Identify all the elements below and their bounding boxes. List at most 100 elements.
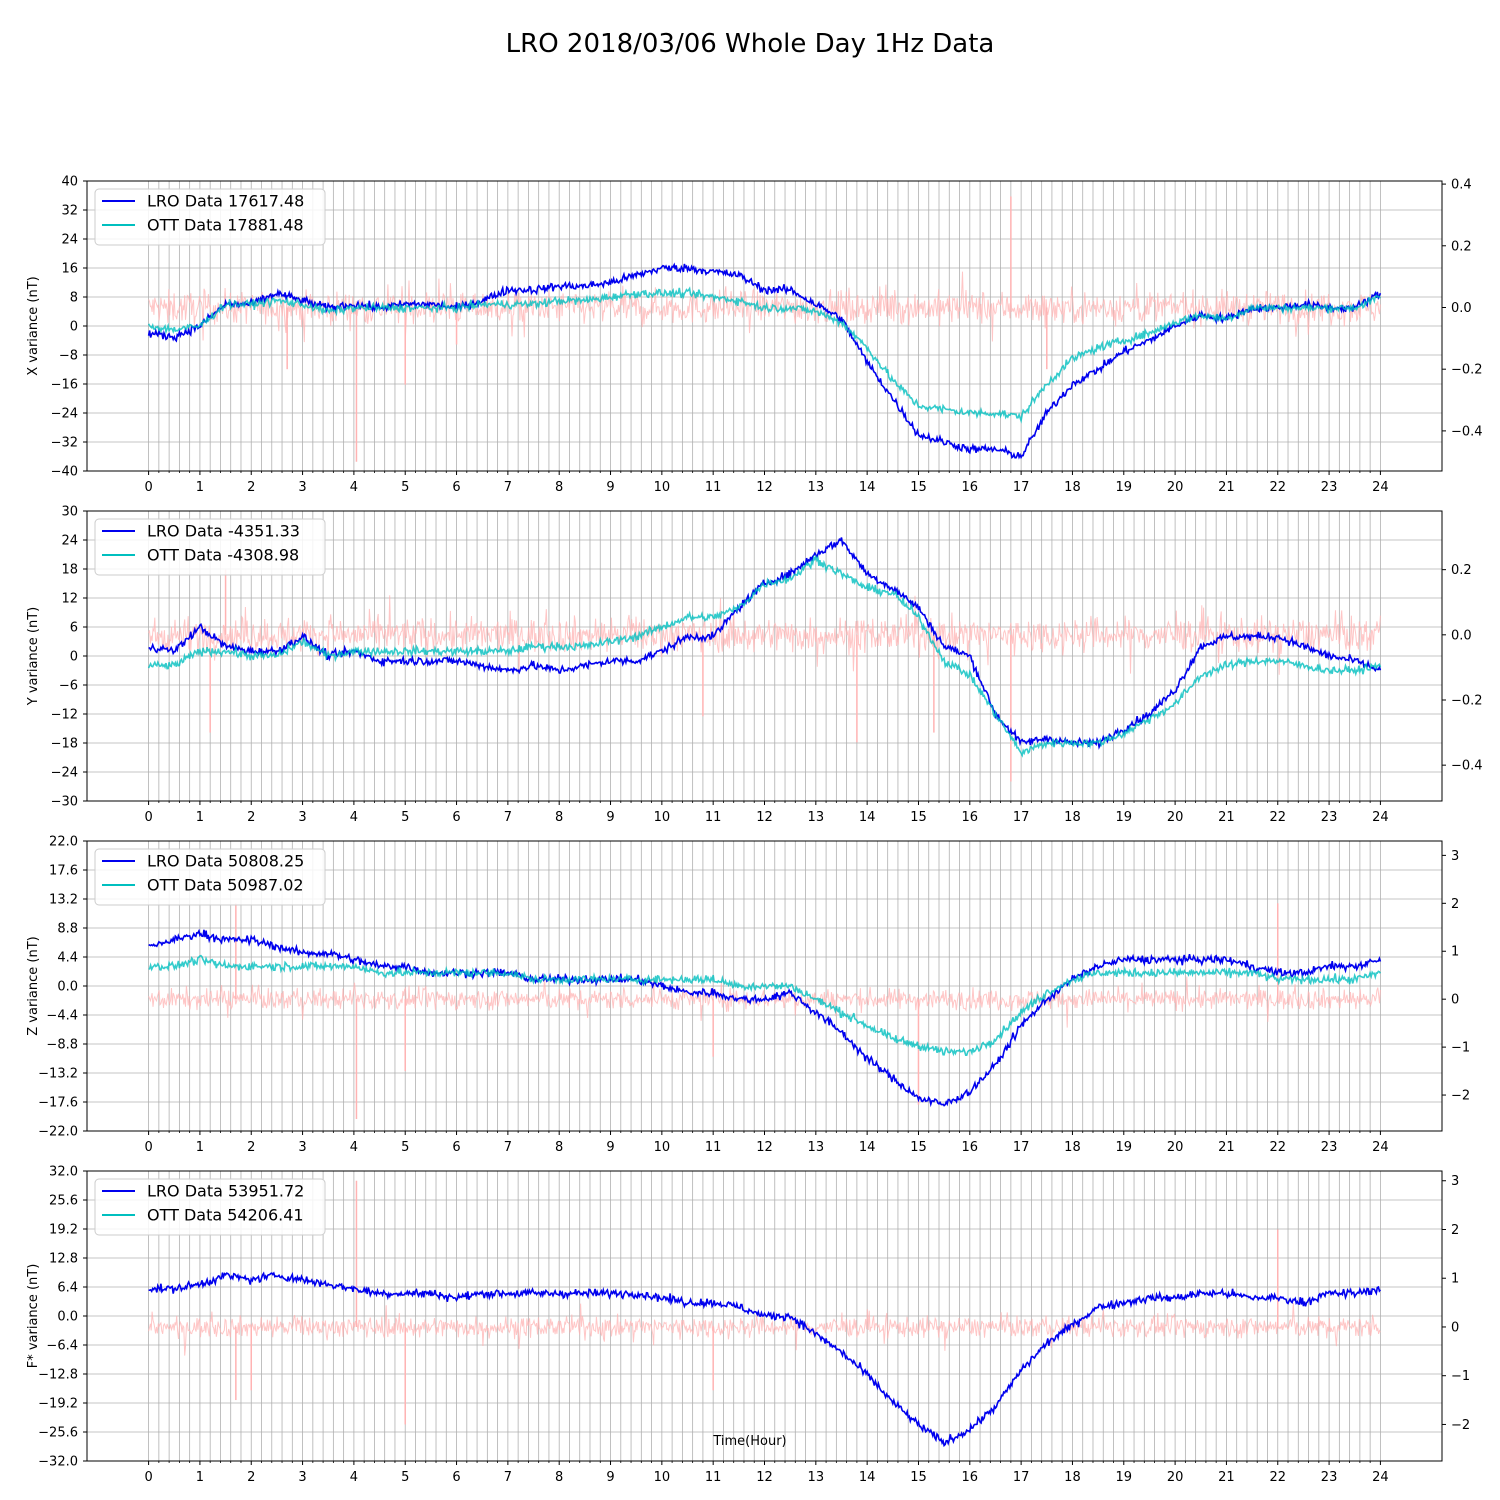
legend-label-lro: LRO Data 53951.72 xyxy=(147,1182,304,1201)
x-tick-label: 19 xyxy=(1116,1470,1133,1485)
x-tick-label: 0 xyxy=(144,810,152,825)
y-tick-label: 12 xyxy=(61,592,78,607)
y-tick-label: −25.6 xyxy=(38,1426,78,1441)
y2-tick-label: 0.0 xyxy=(1451,301,1472,316)
x-tick-label: 12 xyxy=(756,1140,773,1155)
x-tick-label: 7 xyxy=(504,480,512,495)
x-tick-label: 20 xyxy=(1167,1470,1184,1485)
x-tick-label: 1 xyxy=(196,1470,204,1485)
x-tick-label: 2 xyxy=(247,1140,255,1155)
x-tick-label: 8 xyxy=(555,1140,563,1155)
x-tick-label: 21 xyxy=(1218,1470,1235,1485)
y-tick-label: −22.0 xyxy=(38,1125,78,1140)
x-tick-label: 24 xyxy=(1372,1470,1389,1485)
y-axis-label: X variance (nT) xyxy=(26,276,41,375)
plot-area xyxy=(148,903,1382,1120)
ott-series-line xyxy=(147,286,1382,424)
x-tick-label: 4 xyxy=(350,1470,358,1485)
y-tick-label: 24 xyxy=(61,233,78,248)
x-tick-label: 15 xyxy=(910,1140,927,1155)
y-tick-label: −40 xyxy=(51,465,78,480)
x-tick-label: 9 xyxy=(606,810,614,825)
y-tick-label: −12.8 xyxy=(38,1368,78,1383)
y-tick-label: −13.2 xyxy=(38,1067,78,1082)
figure-title: LRO 2018/03/06 Whole Day 1Hz Data xyxy=(506,29,995,59)
legend: LRO Data 50808.25 OTT Data 50987.02 xyxy=(94,848,326,906)
x-tick-label: 17 xyxy=(1013,1470,1030,1485)
y-tick-label: 24 xyxy=(61,534,78,549)
legend-label-lro: LRO Data -4351.33 xyxy=(147,522,300,541)
panels-container: −40−32−24−16−80816243240−0.4−0.20.00.20.… xyxy=(26,175,1483,1486)
x-tick-label: 11 xyxy=(705,810,722,825)
y-tick-label: 0.0 xyxy=(57,980,78,995)
x-tick-label: 22 xyxy=(1269,480,1286,495)
x-tick-label: 5 xyxy=(401,480,409,495)
x-tick-label: 8 xyxy=(555,810,563,825)
x-tick-label: 14 xyxy=(859,810,876,825)
difference-series xyxy=(148,1302,1381,1356)
x-tick-label: 16 xyxy=(962,1470,979,1485)
y-tick-label: 16 xyxy=(61,262,78,277)
x-tick-label: 0 xyxy=(144,1470,152,1485)
x-tick-label: 15 xyxy=(910,480,927,495)
grid xyxy=(87,840,1442,1132)
y2-tick-label: −0.4 xyxy=(1451,424,1483,439)
x-axis-label: Time(Hour) xyxy=(712,1434,786,1449)
x-tick-label: 12 xyxy=(756,810,773,825)
x-tick-label: 2 xyxy=(247,1470,255,1485)
ott-series-line xyxy=(147,554,1382,758)
x-tick-label: 24 xyxy=(1372,810,1389,825)
y-axis-label: F* variance (nT) xyxy=(26,1264,41,1369)
y-tick-label: 13.2 xyxy=(49,893,78,908)
x-tick-label: 21 xyxy=(1218,1140,1235,1155)
y-tick-label: 18 xyxy=(61,563,78,578)
y-tick-label: −8 xyxy=(59,349,78,364)
x-tick-label: 14 xyxy=(859,480,876,495)
y-tick-label: 19.2 xyxy=(49,1223,78,1238)
y2-tick-label: −2 xyxy=(1451,1089,1470,1104)
y-tick-label: 8.8 xyxy=(57,922,78,937)
legend-box xyxy=(94,518,326,576)
x-tick-label: 11 xyxy=(705,1470,722,1485)
y-tick-label: 4.4 xyxy=(57,951,78,966)
x-tick-label: 23 xyxy=(1321,810,1338,825)
y-tick-label: 8 xyxy=(70,291,78,306)
legend-label-ott: OTT Data -4308.98 xyxy=(147,546,299,565)
grid xyxy=(87,180,1442,472)
x-tick-label: 10 xyxy=(654,1140,671,1155)
x-tick-label: 15 xyxy=(910,1470,927,1485)
difference-series xyxy=(148,595,1381,675)
y-tick-label: −16 xyxy=(51,378,78,393)
x-tick-label: 20 xyxy=(1167,480,1184,495)
x-tick-label: 5 xyxy=(401,1470,409,1485)
y-tick-label: 40 xyxy=(61,175,78,190)
y-tick-label: 6.4 xyxy=(57,1281,78,1296)
x-tick-label: 8 xyxy=(555,480,563,495)
y2-tick-label: 0.2 xyxy=(1451,563,1472,578)
x-tick-label: 16 xyxy=(962,810,979,825)
x-tick-label: 7 xyxy=(504,810,512,825)
x-tick-label: 10 xyxy=(654,480,671,495)
y2-tick-label: 0.2 xyxy=(1451,239,1472,254)
x-tick-label: 22 xyxy=(1269,1470,1286,1485)
x-tick-label: 22 xyxy=(1269,1140,1286,1155)
y-tick-label: 25.6 xyxy=(49,1194,78,1209)
x-tick-label: 17 xyxy=(1013,480,1030,495)
x-tick-label: 23 xyxy=(1321,1140,1338,1155)
x-tick-label: 10 xyxy=(654,1470,671,1485)
x-tick-label: 20 xyxy=(1167,810,1184,825)
y2-tick-label: 3 xyxy=(1451,849,1459,864)
legend-box xyxy=(94,188,326,246)
panel-1: −40−32−24−16−80816243240−0.4−0.20.00.20.… xyxy=(26,175,1483,496)
x-tick-label: 17 xyxy=(1013,1140,1030,1155)
y-axis-label: Y variance (nT) xyxy=(26,607,41,707)
x-tick-label: 15 xyxy=(910,810,927,825)
x-tick-label: 11 xyxy=(705,1140,722,1155)
legend-box xyxy=(94,1178,326,1236)
x-tick-label: 12 xyxy=(756,480,773,495)
x-tick-label: 1 xyxy=(196,810,204,825)
ott-series-line xyxy=(148,954,1382,1057)
y2-tick-label: 1 xyxy=(1451,945,1459,960)
